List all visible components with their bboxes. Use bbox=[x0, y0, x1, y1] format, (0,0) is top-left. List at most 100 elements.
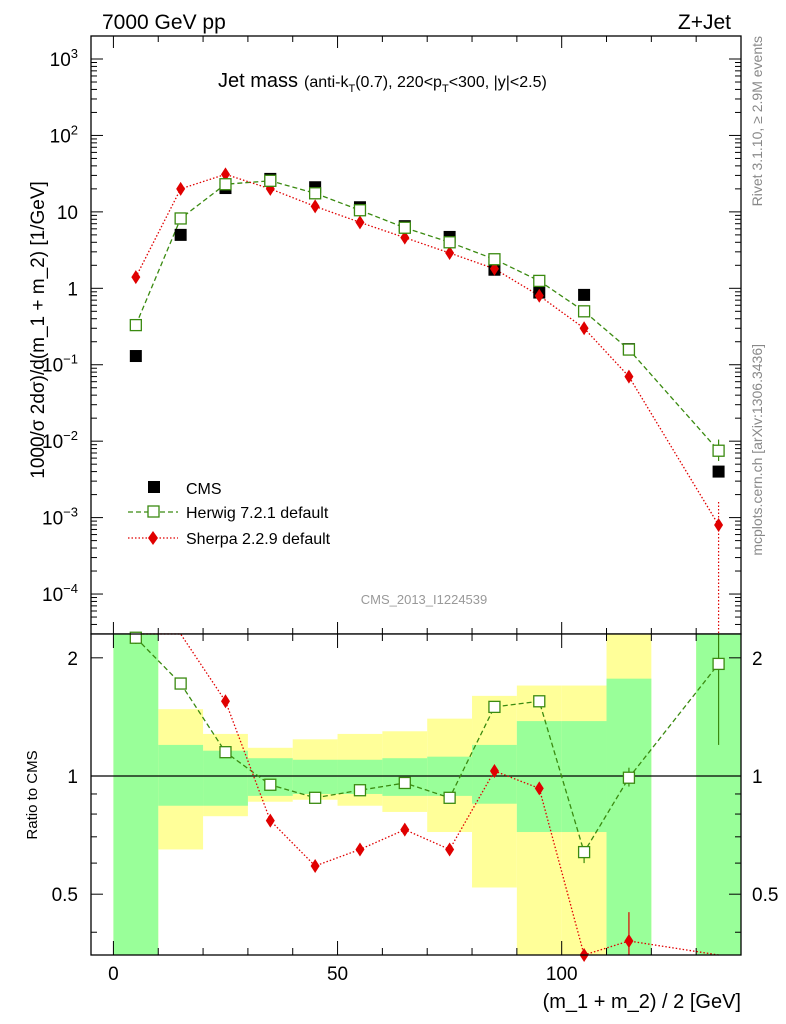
ratio-band-green bbox=[203, 750, 248, 806]
main-y-tick-label-base: 10 bbox=[42, 585, 63, 606]
ratio-band-green bbox=[158, 744, 204, 806]
herwig-point bbox=[264, 174, 277, 187]
main-y-tick-label: 10 bbox=[57, 203, 78, 224]
sherpa-point bbox=[714, 518, 724, 533]
ratio-y-axis-title: Ratio to CMS bbox=[24, 750, 41, 839]
x-tick-label: 50 bbox=[327, 964, 348, 985]
ratio-band-green bbox=[292, 759, 338, 794]
ratio-sherpa-point bbox=[489, 763, 499, 778]
plot-title-sub-c: <300, |y|<2.5) bbox=[449, 74, 547, 91]
sherpa-point bbox=[220, 167, 230, 182]
herwig-point bbox=[577, 305, 591, 318]
ratio-herwig-point bbox=[622, 771, 636, 784]
herwig-point bbox=[308, 187, 322, 200]
ratio-band-green bbox=[606, 678, 652, 955]
herwig-point bbox=[398, 221, 411, 234]
main-y-tick-label-base: 10 bbox=[57, 203, 78, 224]
x-tick-label: 0 bbox=[108, 964, 119, 985]
main-y-tick-label-exp: −2 bbox=[63, 428, 78, 443]
main-y-tick-label-exp: −1 bbox=[63, 352, 78, 367]
herwig-point bbox=[219, 178, 232, 191]
ratio-herwig-point bbox=[712, 657, 725, 671]
main-y-tick-label-base: 10 bbox=[42, 509, 63, 530]
ratio-panel-frame bbox=[90, 633, 742, 956]
legend-label-cms: CMS bbox=[186, 481, 222, 498]
ratio-herwig-point bbox=[353, 784, 367, 797]
ratio-sherpa-point bbox=[220, 694, 230, 709]
ratio-band-green bbox=[113, 634, 159, 955]
ratio-ticks: 0.5 0.5 1 1 2 2 0 50 100 bbox=[52, 634, 778, 985]
sherpa-point bbox=[624, 369, 634, 384]
analysis-watermark: CMS_2013_I1224539 bbox=[361, 592, 488, 607]
ratio-y-tick-label-left: 2 bbox=[67, 649, 78, 670]
main-y-tick-label-base: 10 bbox=[42, 356, 63, 377]
main-y-tick-label: 10−3 bbox=[42, 505, 78, 530]
legend-marker-sherpa bbox=[148, 531, 158, 545]
sherpa-point bbox=[534, 288, 544, 303]
main-panel-frame bbox=[90, 35, 742, 635]
main-y-tick-label: 1 bbox=[67, 279, 78, 300]
ratio-sherpa-point bbox=[310, 858, 320, 873]
sherpa-point bbox=[176, 181, 186, 196]
rivet-label: Rivet 3.1.10, ≥ 2.9M events bbox=[749, 36, 765, 206]
cms-point bbox=[174, 228, 187, 241]
herwig-point bbox=[443, 236, 456, 249]
herwig-point bbox=[488, 253, 501, 266]
ratio-panel: 0.5 0.5 1 1 2 2 0 50 100 bbox=[52, 631, 778, 985]
ratio-y-tick-label-right: 2 bbox=[752, 649, 763, 670]
legend-marker-cms bbox=[148, 481, 160, 493]
main-y-tick-label-base: 10 bbox=[50, 126, 71, 147]
cms-point bbox=[712, 465, 725, 478]
sherpa-point bbox=[131, 270, 141, 285]
main-y-tick-label-exp: −4 bbox=[63, 581, 78, 596]
sherpa-point bbox=[445, 245, 455, 260]
plot-title-sub-a-sub: T bbox=[348, 83, 355, 95]
ratio-herwig-point bbox=[264, 778, 277, 791]
ratio-herwig-point bbox=[174, 677, 187, 690]
ratio-bands bbox=[113, 634, 741, 955]
ratio-herwig-point bbox=[577, 845, 591, 859]
main-y-tick-label: 102 bbox=[50, 122, 78, 147]
plot-title-main: Jet mass bbox=[218, 70, 298, 92]
ratio-sherpa-point bbox=[624, 933, 634, 948]
ratio-herwig-point bbox=[533, 695, 546, 708]
main-y-tick-label: 103 bbox=[50, 46, 78, 71]
legend: CMS Herwig 7.2.1 default Sherpa 2.2.9 de… bbox=[128, 481, 331, 548]
ratio-herwig-point bbox=[443, 791, 456, 804]
legend-label-herwig: Herwig 7.2.1 default bbox=[186, 505, 329, 522]
herwig-point bbox=[129, 318, 142, 332]
sherpa-point bbox=[579, 321, 589, 336]
legend-marker-herwig bbox=[147, 505, 160, 518]
herwig-point bbox=[622, 343, 636, 356]
plot-title-sub-b: (0.7), 220<p bbox=[355, 74, 442, 91]
ratio-sherpa-point bbox=[265, 813, 275, 828]
herwig-point bbox=[353, 204, 367, 217]
main-y-tick-label-base: 10 bbox=[50, 50, 71, 71]
ratio-herwig-point bbox=[219, 746, 232, 759]
ratio-herwig-point bbox=[308, 791, 322, 804]
sherpa-point bbox=[355, 215, 365, 230]
header-left: 7000 GeV pp bbox=[102, 11, 226, 34]
main-y-tick-label-base: 10 bbox=[42, 432, 63, 453]
plot-title-sub-a: (anti-k bbox=[304, 74, 349, 91]
plot-title-sub-b-sub: T bbox=[442, 83, 449, 95]
main-y-tick-label-exp: 3 bbox=[71, 46, 78, 61]
main-y-tick-label-exp: −3 bbox=[63, 505, 78, 520]
ratio-y-tick-label-right: 1 bbox=[752, 767, 763, 788]
ratio-herwig-point bbox=[129, 631, 142, 644]
x-tick-label: 100 bbox=[546, 964, 578, 985]
legend-label-sherpa: Sherpa 2.2.9 default bbox=[186, 531, 331, 548]
ratio-sherpa-point bbox=[534, 781, 544, 796]
main-y-tick-label: 10−4 bbox=[42, 581, 78, 606]
herwig-point bbox=[533, 274, 546, 288]
header-right: Z+Jet bbox=[678, 11, 731, 34]
main-y-tick-label-exp: 2 bbox=[71, 122, 78, 137]
herwig-point bbox=[712, 444, 725, 457]
mcplots-label: mcplots.cern.ch [arXiv:1306.3436] bbox=[749, 344, 765, 556]
plot-title: Jet mass (anti-kT(0.7), 220<pT<300, |y|<2… bbox=[218, 70, 547, 95]
herwig-point bbox=[174, 212, 187, 225]
ratio-sherpa-point bbox=[400, 822, 410, 837]
